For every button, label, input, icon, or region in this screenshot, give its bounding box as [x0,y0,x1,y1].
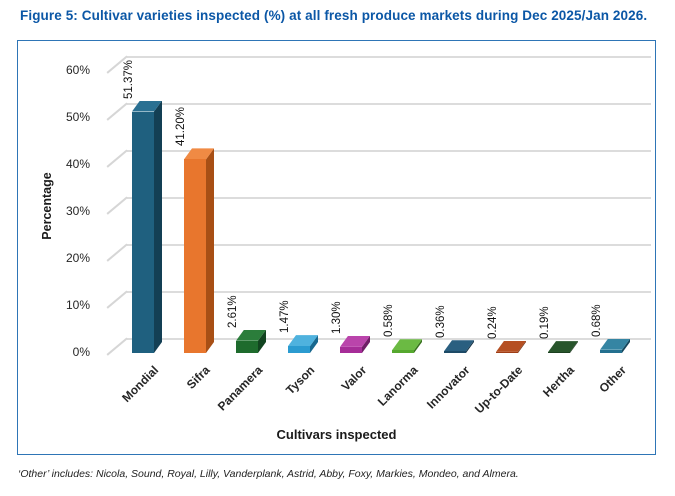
bar-top-face [444,340,474,352]
bar [444,351,466,353]
bar-top-face [236,329,266,341]
gridline-depth-tick [106,102,128,121]
bar-value-label: 0.58% [383,304,395,338]
gridline-depth-tick [106,243,128,262]
bar-value-label: 0.36% [435,305,447,339]
bar [392,350,414,353]
x-axis-category-label: Mondial [118,363,161,405]
bar-top-face [496,340,526,352]
gridline [127,56,651,58]
bar-top-face [548,341,578,353]
bar-side-face [362,335,370,353]
bar-top-face [184,148,214,160]
bar-side-face [518,340,526,353]
gridline-depth-tick [106,149,128,168]
gridline [127,338,651,340]
x-axis-category-label: Panamera [214,363,265,414]
bar-value-label: 0.68% [591,304,603,337]
bar-value-label: 0.24% [487,306,499,339]
bar-side-face [154,100,162,353]
bar-top-face [392,339,422,351]
gridline [127,197,651,199]
x-axis-category-label: Lanorma [375,363,421,409]
bar-value-label: 51.37% [123,59,135,99]
bar-top-face [288,335,318,347]
figure-title: Figure 5: Cultivar varieties inspected (… [20,8,648,23]
y-axis-tick-label: 30% [65,204,90,218]
bar [340,346,362,353]
y-axis-tick-label: 0% [72,345,90,359]
y-axis-tick-label: 50% [65,110,90,124]
gridline-depth-tick [106,196,128,215]
bar-side-face [466,340,474,353]
y-axis-tick-label: 20% [65,251,90,265]
x-axis-category-label: Hertha [540,363,577,400]
bar-side-face [258,329,266,353]
bar-side-face [206,148,214,353]
x-axis-category-label: Innovator [424,363,473,412]
gridline [127,291,651,293]
footnote: ‘Other’ includes: Nicola, Sound, Royal, … [18,468,519,480]
y-axis-tick-label: 10% [65,298,90,312]
bar [496,351,518,353]
x-axis-category-label: Other [596,363,629,396]
bar-value-label: 0.19% [539,306,551,340]
gridline [127,244,651,246]
bar-top-face [600,338,630,350]
bar-top-face [340,335,370,347]
bar-side-face [570,341,578,353]
bar-value-label: 1.47% [279,300,291,334]
bar-side-face [414,339,422,353]
bar [288,346,310,353]
x-axis-title: Cultivars inspected [276,427,397,442]
y-axis-tick-label: 40% [65,157,90,171]
x-axis-category-label: Tyson [282,363,317,398]
gridline-depth-tick [106,337,128,356]
bar-value-label: 41.20% [175,107,187,147]
bar [236,340,258,353]
bar-value-label: 1.30% [331,301,343,334]
x-axis-category-label: Sifra [184,363,213,392]
bar [184,159,206,353]
bar [600,349,622,353]
bar [132,111,154,353]
gridline [127,150,651,152]
bar-side-face [310,335,318,353]
gridline [127,103,651,105]
bar-side-face [622,338,630,353]
y-axis-title: Percentage [40,172,54,240]
gridline-depth-tick [106,290,128,309]
y-axis-tick-label: 60% [65,63,90,77]
bar [548,352,570,353]
chart-area: 0% 10% 20% 30% 40% 50% 60% 51.37% Mondial 41.20%… [17,40,656,455]
x-axis-category-label: Valor [338,363,369,394]
x-axis-category-label: Up-to-Date [471,363,525,417]
bar-value-label: 2.61% [227,295,239,328]
bar-top-face [132,100,162,112]
